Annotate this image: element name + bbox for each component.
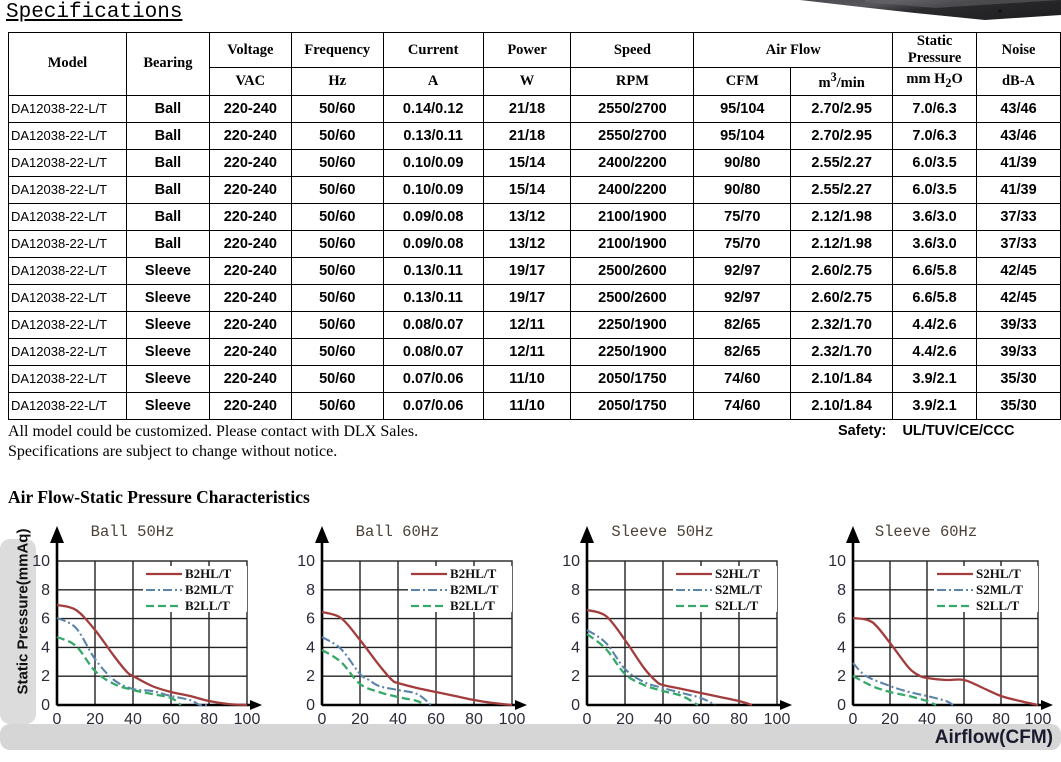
svg-text:40: 40 — [389, 711, 407, 728]
svg-text:40: 40 — [654, 711, 672, 728]
svg-text:100: 100 — [234, 711, 261, 728]
svg-text:4: 4 — [41, 639, 50, 656]
svg-text:B2HL/T: B2HL/T — [450, 566, 497, 581]
svg-text:4: 4 — [306, 639, 315, 656]
svg-text:S2ML/T: S2ML/T — [715, 582, 762, 597]
svg-text:40: 40 — [918, 711, 936, 728]
svg-text:6: 6 — [837, 611, 846, 628]
svg-text:8: 8 — [571, 582, 580, 599]
svg-text:20: 20 — [351, 711, 369, 728]
svg-text:2: 2 — [837, 668, 846, 685]
svg-text:60: 60 — [692, 711, 710, 728]
svg-text:B2HL/T: B2HL/T — [185, 566, 232, 581]
svg-text:80: 80 — [992, 711, 1010, 728]
svg-text:B2LL/T: B2LL/T — [185, 598, 230, 613]
svg-text:S2LL/T: S2LL/T — [715, 598, 759, 613]
svg-text:10: 10 — [828, 553, 846, 570]
svg-text:B2LL/T: B2LL/T — [450, 598, 495, 613]
svg-text:10: 10 — [562, 553, 580, 570]
svg-text:B2ML/T: B2ML/T — [185, 582, 234, 597]
svg-text:100: 100 — [764, 711, 791, 728]
svg-text:0: 0 — [318, 711, 327, 728]
svg-text:60: 60 — [162, 711, 180, 728]
svg-text:8: 8 — [306, 582, 315, 599]
svg-text:0: 0 — [571, 697, 580, 714]
svg-text:2: 2 — [306, 668, 315, 685]
svg-text:80: 80 — [730, 711, 748, 728]
svg-text:40: 40 — [124, 711, 142, 728]
svg-text:20: 20 — [86, 711, 104, 728]
svg-text:2: 2 — [41, 668, 50, 685]
svg-text:0: 0 — [53, 711, 62, 728]
svg-text:10: 10 — [32, 553, 50, 570]
svg-text:0: 0 — [849, 711, 858, 728]
svg-text:6: 6 — [41, 611, 50, 628]
svg-text:S2LL/T: S2LL/T — [976, 598, 1020, 613]
svg-text:0: 0 — [583, 711, 592, 728]
svg-text:S2HL/T: S2HL/T — [715, 566, 760, 581]
svg-text:S2ML/T: S2ML/T — [976, 582, 1023, 597]
svg-text:0: 0 — [837, 697, 846, 714]
svg-text:S2HL/T: S2HL/T — [976, 566, 1021, 581]
svg-text:2: 2 — [571, 668, 580, 685]
svg-text:80: 80 — [465, 711, 483, 728]
svg-text:60: 60 — [427, 711, 445, 728]
svg-text:100: 100 — [499, 711, 526, 728]
svg-text:0: 0 — [41, 697, 50, 714]
svg-text:20: 20 — [881, 711, 899, 728]
svg-text:0: 0 — [306, 697, 315, 714]
svg-text:20: 20 — [616, 711, 634, 728]
svg-text:4: 4 — [571, 639, 580, 656]
svg-text:8: 8 — [837, 582, 846, 599]
svg-text:10: 10 — [297, 553, 315, 570]
svg-text:6: 6 — [306, 611, 315, 628]
svg-text:8: 8 — [41, 582, 50, 599]
svg-text:100: 100 — [1025, 711, 1052, 728]
svg-text:B2ML/T: B2ML/T — [450, 582, 499, 597]
svg-text:60: 60 — [955, 711, 973, 728]
svg-text:80: 80 — [200, 711, 218, 728]
svg-text:4: 4 — [837, 639, 846, 656]
svg-text:6: 6 — [571, 611, 580, 628]
